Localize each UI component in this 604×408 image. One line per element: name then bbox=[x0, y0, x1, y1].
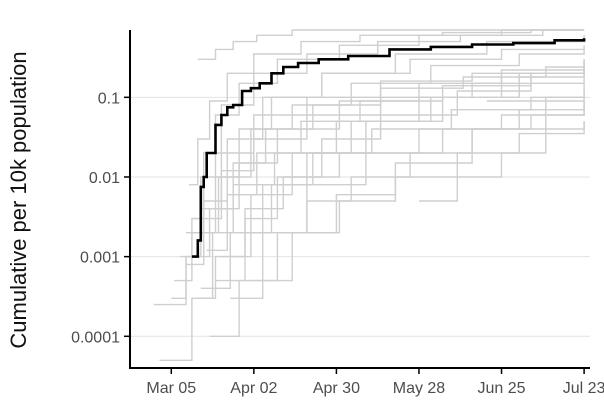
series-line bbox=[221, 65, 585, 258]
series-line bbox=[200, 59, 585, 289]
y-tick-label: 0.001 bbox=[80, 250, 120, 267]
series-line bbox=[174, 49, 585, 282]
series-line bbox=[419, 121, 585, 202]
series-line bbox=[212, 63, 585, 210]
series-line bbox=[186, 45, 585, 266]
series-line bbox=[239, 91, 585, 234]
x-tick-label: Jul 23 bbox=[563, 380, 604, 397]
series-line bbox=[277, 105, 585, 234]
axes bbox=[129, 30, 590, 369]
x-tick-label: Apr 30 bbox=[313, 380, 360, 397]
highlight-series-line bbox=[191, 38, 586, 258]
series-line bbox=[159, 59, 585, 361]
x-tick-label: May 28 bbox=[393, 380, 446, 397]
y-tick-label: 0.01 bbox=[89, 170, 120, 187]
ticks: 0.1 0.01 0.001 0.0001 Mar 05 Apr 02 Apr 30 May … bbox=[71, 90, 604, 397]
highlight-series-group bbox=[191, 38, 586, 258]
series-line bbox=[189, 29, 585, 186]
series-line bbox=[186, 29, 585, 234]
series-line bbox=[197, 29, 585, 60]
x-tick-label: Mar 05 bbox=[146, 380, 196, 397]
y-tick-label: 0.0001 bbox=[71, 329, 120, 346]
x-tick-label: Apr 02 bbox=[230, 380, 277, 397]
x-tick-label: Jun 25 bbox=[478, 380, 526, 397]
series-line bbox=[180, 29, 585, 258]
y-tick-label: 0.1 bbox=[98, 90, 120, 107]
background-series-group bbox=[153, 29, 585, 361]
y-axis-title: Cumulative per 10k population bbox=[6, 51, 31, 348]
